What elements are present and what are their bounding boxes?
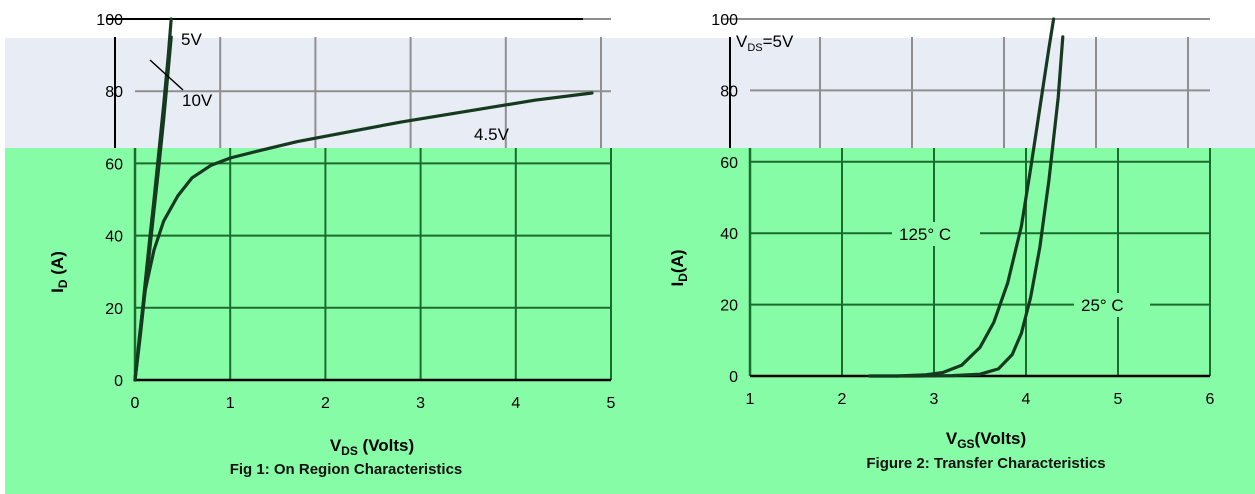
- legend-vds-sub: DS: [747, 42, 762, 54]
- figure-caption: Fig 1: On Region Characteristics: [230, 461, 463, 478]
- annotation-10v: 10V: [182, 91, 213, 110]
- x-tick-label: 4: [511, 395, 520, 412]
- x-tick-label: 5: [1114, 391, 1123, 408]
- x-tick-label: 1: [226, 395, 235, 412]
- annotation-25c-bg: [1074, 293, 1150, 317]
- x-tick-label: 3: [930, 391, 939, 408]
- y-tick-label: 80: [720, 83, 738, 100]
- x-axis-title-main: V: [946, 429, 958, 448]
- x-tick-labels: 1 2 3 4 5 6: [746, 391, 1215, 408]
- grid-lines: [722, 18, 1211, 378]
- annotation-5v: 5V: [181, 30, 202, 49]
- y-tick-label: 100: [711, 12, 738, 29]
- annotation-10v-leader: [149, 59, 184, 91]
- x-tick-label: 3: [416, 395, 425, 412]
- legend-vds-tail: =5V: [763, 32, 794, 51]
- y-tick-label: 20: [720, 298, 738, 315]
- y-tick-label: 20: [105, 301, 123, 318]
- y-tick-label: 40: [720, 226, 738, 243]
- y-tick-label: 0: [729, 369, 738, 386]
- x-axis-title: VDS (Volts): [330, 436, 414, 458]
- y-axis-title: ID (A): [48, 251, 70, 293]
- y-tick-label: 60: [105, 156, 123, 173]
- series-group: [868, 17, 1065, 378]
- y-tick-labels: 20 40 60 80 100 0: [96, 12, 123, 390]
- x-tick-label: 0: [131, 395, 140, 412]
- x-axis-title-tail: (Volts): [358, 436, 414, 455]
- x-axis-title-main: V: [330, 436, 342, 455]
- series-group: [133, 17, 594, 382]
- legend-vds: VDS=5V: [736, 32, 794, 54]
- x-axis-title-sub: GS: [957, 437, 974, 451]
- y-axis-title-sub: D: [56, 279, 70, 288]
- y-axis-title-main: I: [668, 282, 687, 287]
- y-tick-label: 40: [105, 229, 123, 246]
- legend-vds-main: V: [736, 32, 748, 51]
- y-tick-label: 0: [114, 373, 123, 390]
- series-line: [133, 91, 594, 382]
- x-tick-label: 2: [838, 391, 847, 408]
- y-axis-title-tail: (A): [668, 249, 687, 273]
- y-axis-title-sub: D: [676, 273, 690, 282]
- x-tick-label: 4: [1022, 391, 1031, 408]
- figure-caption: Figure 2: Transfer Characteristics: [866, 455, 1105, 472]
- x-tick-label: 2: [321, 395, 330, 412]
- annotation-125c: 125° C: [899, 225, 951, 244]
- y-tick-label: 60: [720, 155, 738, 172]
- grid-lines: [107, 18, 612, 382]
- x-tick-label: 1: [746, 391, 755, 408]
- y-axis-title: ID(A): [668, 249, 690, 286]
- x-axis-title-sub: DS: [341, 444, 358, 458]
- x-tick-labels: 0 1 2 3 4 5: [131, 395, 616, 412]
- annotation-125c-bg: [892, 222, 980, 246]
- y-axis-title-tail: (A): [48, 251, 67, 279]
- y-axis-title-main: I: [48, 288, 67, 293]
- green-band: [5, 148, 1255, 494]
- y-tick-labels: 20 40 60 80 100 0: [711, 12, 738, 386]
- x-axis-title-tail: (Volts): [975, 429, 1027, 448]
- x-tick-label: 5: [607, 395, 616, 412]
- annotation-25c: 25° C: [1081, 296, 1124, 315]
- annotation-4-5v: 4.5V: [474, 125, 510, 144]
- y-tick-label: 100: [96, 12, 123, 29]
- chart-on-region: 20 40 60 80 100 0 0 1 2 3 4 5 5V 10V 4.5V ID (A) V…: [48, 12, 616, 478]
- series-line: [868, 35, 1065, 378]
- x-tick-label: 6: [1206, 391, 1215, 408]
- x-axis-title: VGS(Volts): [946, 429, 1026, 451]
- y-tick-label: 80: [105, 84, 123, 101]
